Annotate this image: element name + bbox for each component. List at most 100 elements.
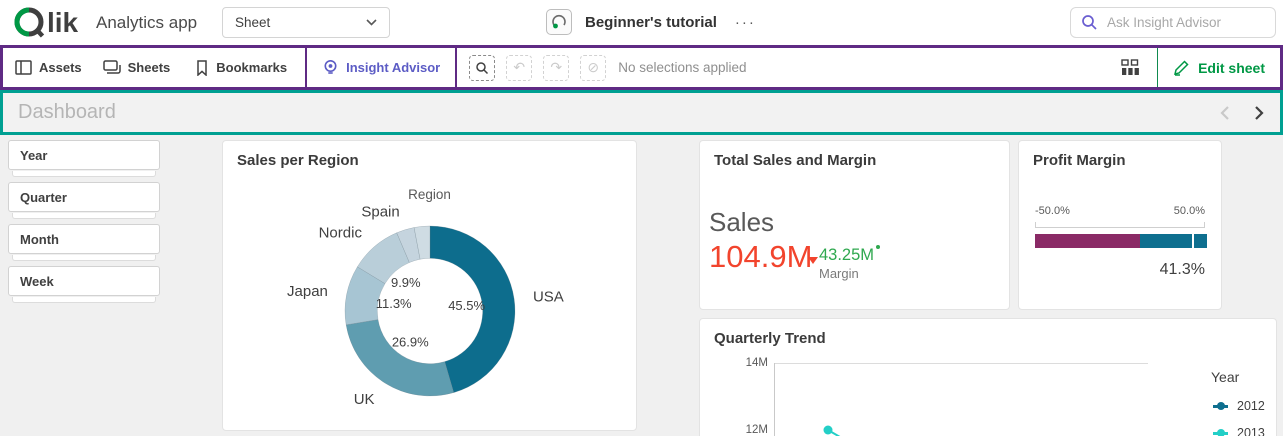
filter-month[interactable]: Month: [8, 224, 160, 261]
svg-text:lik: lik: [47, 7, 79, 38]
gauge-value: 41.3%: [1159, 261, 1205, 278]
donut-slice-Japan[interactable]: [344, 266, 386, 326]
trend-point-2013[interactable]: [823, 425, 833, 435]
next-sheet-button[interactable]: [1254, 105, 1264, 121]
insight-advisor-icon: [324, 60, 337, 74]
search-input[interactable]: [1107, 15, 1257, 30]
filter-quarter[interactable]: Quarter: [8, 182, 160, 219]
gauge-bar: [1035, 234, 1207, 248]
undo-selection-button[interactable]: ↶: [506, 54, 533, 81]
line-chart-plot[interactable]: [700, 319, 1278, 436]
divider: [1157, 48, 1159, 87]
qlik-logo: lik: [14, 7, 79, 38]
chart-label: 11.3%: [376, 296, 412, 311]
search-icon: [1082, 15, 1097, 30]
chart-label: UK: [354, 391, 375, 408]
sheets-icon: [102, 60, 121, 74]
sheet-grid: Year Quarter Month Week Sales per Region…: [0, 135, 1283, 436]
legend-label: 2012: [1237, 399, 1265, 413]
trend-line-2013[interactable]: [827, 429, 852, 436]
gauge-min-label: -50.0%: [1035, 205, 1070, 217]
chart-label: USA: [533, 288, 564, 305]
document-header: Beginner's tutorial ···: [546, 9, 756, 35]
chart-label: 45.5%: [448, 298, 485, 313]
grid-icon: [1121, 59, 1139, 75]
filter-label: Month: [20, 231, 59, 247]
series-marker-icon: [1213, 429, 1228, 436]
more-options-button[interactable]: ···: [734, 13, 756, 31]
insight-advisor-label: Insight Advisor: [346, 60, 441, 75]
kpi-secondary-marker-icon: [876, 245, 880, 249]
divider: [455, 48, 458, 87]
donut-slice-USA[interactable]: [429, 225, 516, 393]
filter-week[interactable]: Week: [8, 266, 160, 303]
sheet-toolbar: Assets Sheets Bookmarks Insight Advisor …: [0, 45, 1283, 90]
bookmark-icon: [197, 59, 208, 76]
show-charts-grid-button[interactable]: [1121, 59, 1141, 76]
legend-item-2013[interactable]: 2013: [1213, 426, 1265, 436]
gridline: [774, 363, 1148, 364]
filter-label: Week: [20, 273, 54, 289]
donut-slice-other[interactable]: [413, 225, 431, 260]
gauge-max-label: 50.0%: [1173, 205, 1205, 217]
legend-item-2012[interactable]: 2012: [1213, 399, 1265, 413]
donut-slice-UK[interactable]: [345, 319, 455, 397]
kpi-secondary-label: Margin: [819, 266, 859, 281]
quarterly-trend-card: Quarterly Trend 14M 12M Year 2012 2013: [699, 318, 1277, 436]
sheet-selector-value: Sheet: [235, 15, 271, 30]
edit-sheet-label: Edit sheet: [1198, 59, 1265, 76]
gauge-segment: [1139, 234, 1207, 248]
assets-label: Assets: [39, 60, 82, 75]
undo-icon: ↶: [513, 59, 526, 75]
selections-status: No selections applied: [618, 60, 747, 75]
sheet-title: Dashboard: [18, 101, 116, 123]
gauge-value-marker: [1192, 234, 1195, 248]
sheets-label: Sheets: [127, 60, 171, 75]
assets-button[interactable]: Assets: [15, 60, 82, 75]
sales-per-region-card: Sales per Region Region 45.5% USA 26.9% UK 1…: [222, 140, 637, 431]
chart-title: Quarterly Trend: [714, 330, 826, 347]
gauge-title: Profit Margin: [1033, 152, 1126, 169]
y-axis-tick: 14M: [745, 357, 768, 369]
chart-label: 9.9%: [391, 275, 421, 290]
edit-sheet-button[interactable]: Edit sheet: [1173, 59, 1265, 76]
insight-advisor-button[interactable]: Insight Advisor: [322, 59, 440, 76]
divider: [305, 48, 308, 87]
bookmarks-button[interactable]: Bookmarks: [195, 59, 288, 76]
app-name: Analytics app: [96, 13, 198, 32]
redo-selection-button[interactable]: ↷: [543, 54, 570, 81]
clear-selections-button[interactable]: ⊘: [580, 54, 607, 81]
previous-sheet-button[interactable]: [1220, 105, 1230, 121]
filter-label: Quarter: [20, 189, 67, 205]
chevron-left-icon: [1220, 105, 1229, 120]
kpi-primary-value: 104.9M: [709, 239, 813, 274]
y-axis-tick: 12M: [745, 424, 768, 436]
donut-chart[interactable]: 45.5% USA 26.9% UK 11.3% Japan 9.9% Nordic Spain: [223, 141, 636, 430]
redo-icon: ↷: [550, 59, 563, 75]
bookmarks-label: Bookmarks: [216, 60, 288, 75]
kpi-secondary-value: 43.25M: [819, 246, 875, 264]
chart-label: 26.9%: [392, 334, 429, 349]
total-sales-margin-kpi-card: Total Sales and Margin Sales 104.9M 43.2…: [699, 140, 1010, 310]
kpi-primary-label: Sales: [709, 207, 775, 237]
search-selections-icon: [476, 61, 489, 74]
pencil-icon: [1174, 60, 1189, 76]
chart-label: Nordic: [319, 224, 363, 241]
sheets-button[interactable]: Sheets: [102, 60, 171, 75]
chart-label: Japan: [287, 283, 328, 300]
sheet-title-bar: Dashboard: [0, 90, 1283, 135]
chevron-down-icon: [366, 19, 377, 26]
sheet-selector-dropdown[interactable]: Sheet: [222, 7, 390, 38]
y-axis-line: [774, 363, 775, 436]
smart-search-button[interactable]: [469, 54, 496, 81]
top-bar: lik Analytics app Sheet Beginner's tutor…: [0, 0, 1283, 45]
chevron-right-icon: [1255, 105, 1264, 120]
insight-advisor-search[interactable]: [1070, 7, 1276, 38]
series-marker-icon: [1213, 402, 1228, 410]
document-title: Beginner's tutorial: [585, 13, 717, 31]
app-thumbnail-icon[interactable]: [546, 9, 572, 35]
dimension-label: Region: [408, 187, 451, 202]
filter-year[interactable]: Year: [8, 140, 160, 177]
clear-selections-icon: ⊘: [587, 59, 600, 75]
